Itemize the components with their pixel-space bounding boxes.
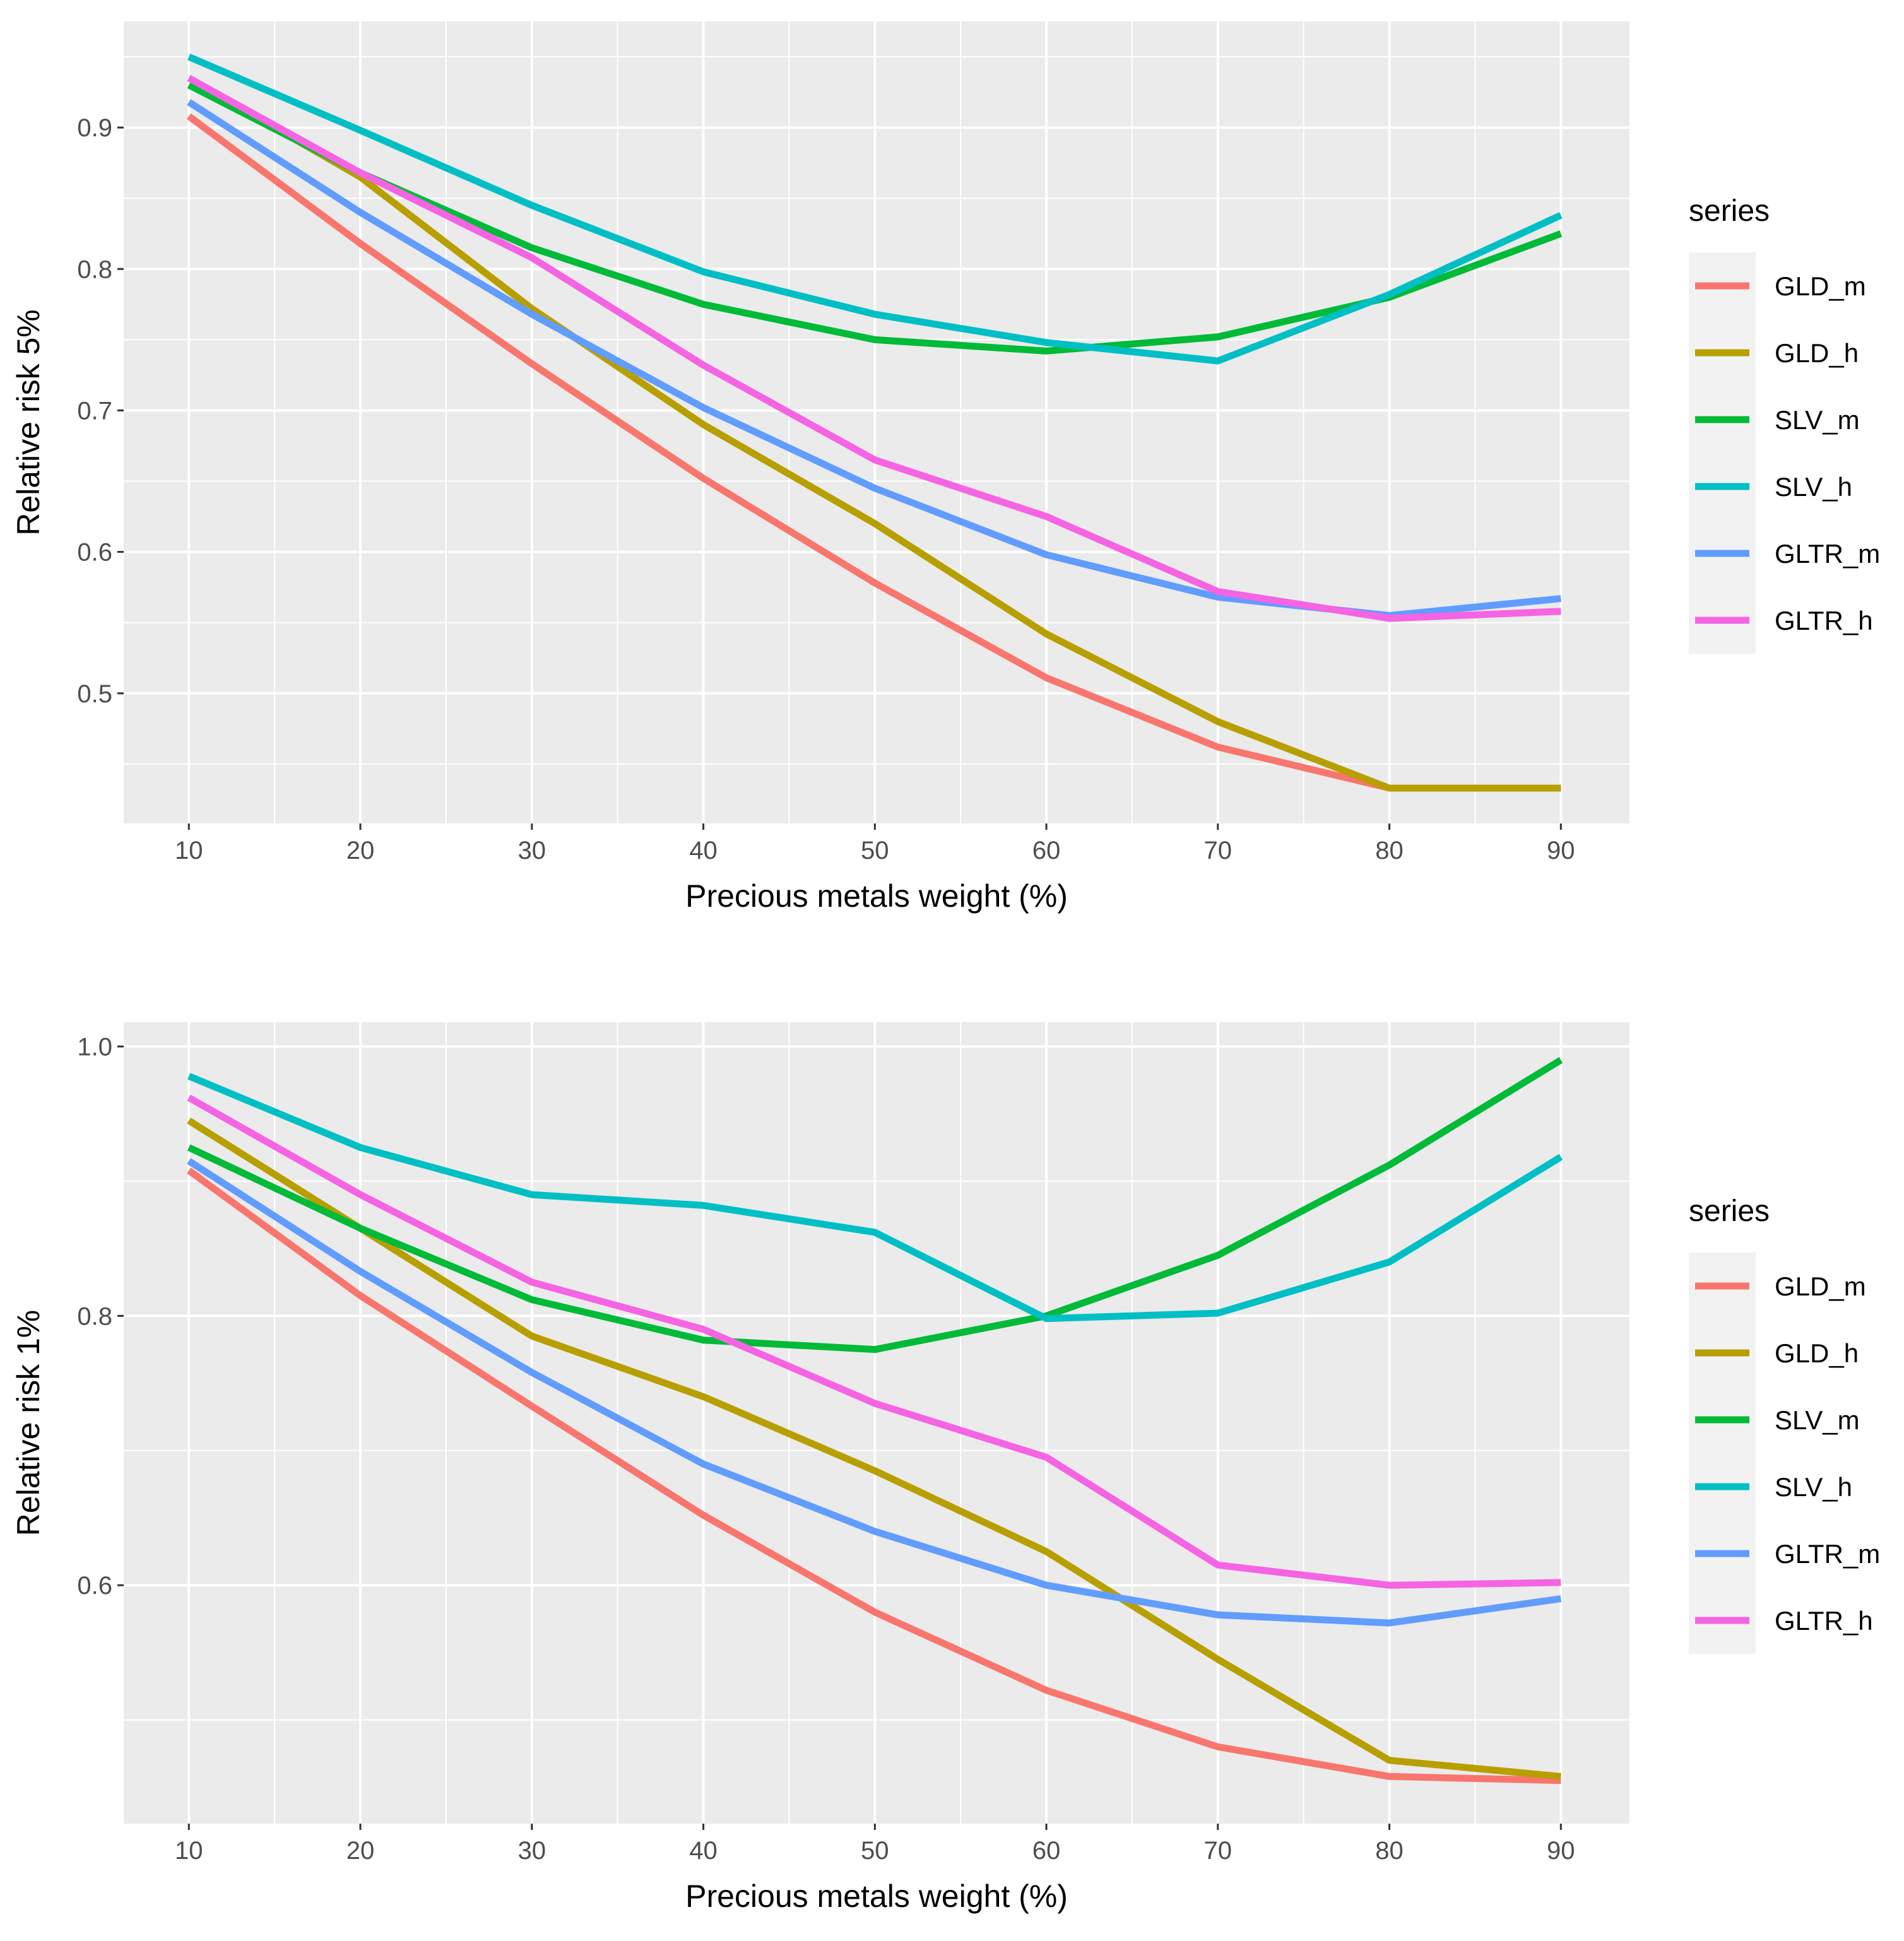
series-line-GLD_h	[187, 1118, 1561, 1780]
legend-label-GLTR_h: GLTR_h	[1775, 1606, 1873, 1636]
x-axis-title: Precious metals weight (%)	[685, 1879, 1068, 1914]
legend-label-GLTR_m: GLTR_m	[1775, 539, 1880, 569]
x-tick-label: 40	[689, 1837, 718, 1865]
x-tick-label: 70	[1204, 1837, 1233, 1865]
series-line-GLTR_h	[187, 1094, 1561, 1589]
x-tick-label: 30	[518, 1837, 547, 1865]
legend-title: series	[1689, 1195, 1770, 1228]
x-tick-label: 20	[346, 837, 375, 864]
x-tick-label: 70	[1204, 837, 1233, 864]
x-tick-label: 10	[175, 1837, 203, 1865]
y-axis-title: Relative risk 5%	[11, 309, 46, 535]
x-tick-label: 30	[518, 837, 547, 864]
legend-title: series	[1689, 194, 1770, 228]
legend: series GLD_m GLD_h SLV_m SLV_h GLTR_m GLTR_h	[1689, 1195, 1880, 1654]
y-tick-label: 0.7	[77, 397, 112, 425]
y-tick-label: 0.8	[77, 1302, 112, 1330]
chart-panel-2: 0.6 0.8 1.0 10 20 30 40 50 60 70 80 90 Precious meta…	[11, 1022, 1880, 1914]
legend-label-SLV_m: SLV_m	[1775, 1405, 1860, 1435]
y-tick-label: 0.9	[77, 114, 112, 142]
legend-label-SLV_h: SLV_h	[1775, 472, 1852, 502]
y-tick-label: 0.6	[77, 1572, 112, 1600]
x-tick-label: 90	[1547, 1837, 1575, 1865]
chart-panel-1: 0.5 0.6 0.7 0.8 0.9 10 20 30 40 50 60 70 80 90 Preciou…	[11, 21, 1880, 914]
legend-label-GLTR_m: GLTR_m	[1775, 1539, 1880, 1569]
legend-label-GLTR_h: GLTR_h	[1775, 606, 1873, 635]
x-tick-label: 80	[1375, 1837, 1404, 1865]
x-tick-label: 10	[175, 837, 203, 864]
x-axis-title: Precious metals weight (%)	[685, 878, 1068, 914]
series-line-GLD_m	[187, 1167, 1561, 1785]
y-axis-title: Relative risk 1%	[11, 1310, 46, 1536]
y-tick-label: 0.8	[77, 256, 112, 283]
y-tick-label: 0.6	[77, 539, 112, 567]
legend-label-SLV_h: SLV_h	[1775, 1472, 1852, 1502]
x-tick-label: 50	[861, 1837, 889, 1865]
x-tick-label: 60	[1032, 837, 1061, 864]
y-tick-label: 0.5	[77, 680, 112, 708]
series-line-GLD_m	[186, 113, 1561, 792]
legend-label-GLD_m: GLD_m	[1775, 1271, 1866, 1301]
x-tick-label: 90	[1547, 837, 1575, 864]
legend-label-SLV_m: SLV_m	[1775, 405, 1860, 435]
plot-panel-background	[124, 21, 1629, 823]
x-tick-label: 50	[861, 837, 889, 864]
legend: series GLD_m GLD_h SLV_m SLV_h GLTR_m GLTR_h	[1689, 194, 1880, 654]
y-tick-label: 1.0	[77, 1033, 112, 1061]
series-line-SLV_h	[187, 1073, 1563, 1323]
plot-panel-background	[124, 1022, 1629, 1824]
series-line-SLV_m	[187, 1057, 1563, 1354]
series-line-GLTR_h	[187, 74, 1561, 622]
series-line-SLV_h	[187, 53, 1563, 365]
legend-label-GLD_h: GLD_h	[1775, 1338, 1859, 1368]
x-tick-label: 40	[689, 837, 718, 864]
legend-label-GLD_h: GLD_h	[1775, 338, 1859, 368]
x-tick-label: 60	[1032, 1837, 1061, 1865]
series-line-GLTR_m	[187, 1158, 1562, 1627]
x-tick-label: 80	[1375, 837, 1404, 864]
legend-label-GLD_m: GLD_m	[1775, 271, 1866, 301]
series-line-GLD_h	[187, 74, 1561, 792]
x-tick-label: 20	[346, 1837, 375, 1865]
